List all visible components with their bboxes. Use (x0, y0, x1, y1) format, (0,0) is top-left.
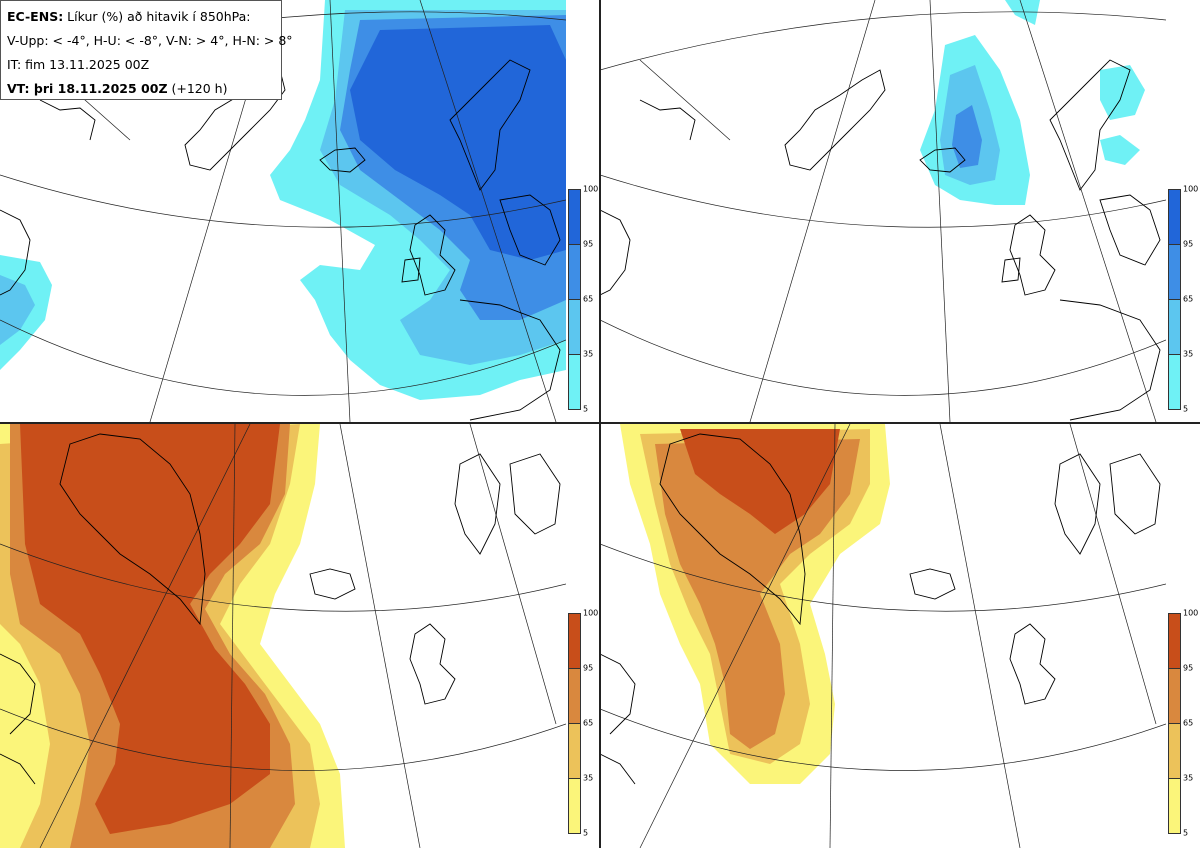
threshold-line: V-Upp: < -4°, H-U: < -8°, V-N: > 4°, H-N… (7, 33, 293, 48)
colorbar-segment (1168, 613, 1181, 669)
colorbar-segment (568, 723, 581, 779)
colorbar-tick-label: 65 (1183, 718, 1194, 728)
model-name: EC-ENS: (7, 9, 64, 24)
graticule (600, 0, 1166, 422)
valid-time: VT: þri 18.11.2025 00Z (7, 81, 168, 96)
coastlines (600, 59, 1161, 421)
colorbar-segment (568, 299, 581, 355)
colorbar-tick-label: 95 (1183, 239, 1194, 249)
graticule (600, 424, 1166, 848)
colorbar-cold-v-upp: 100 95 65 35 5 (568, 185, 598, 414)
colorbar-segment (1168, 778, 1181, 834)
title-line: EC-ENS: Líkur (%) að hitavik í 850hPa: (7, 5, 275, 29)
colorbar-tick-label: 5 (583, 404, 589, 414)
colorbar-tick-label: 95 (583, 239, 594, 249)
probability-field (620, 424, 890, 784)
colorbar-segment (568, 244, 581, 300)
init-time: IT: fim 13.11.2025 00Z (7, 57, 150, 72)
colorbar-tick-label: 95 (1183, 663, 1194, 673)
colorbar-segment (1168, 299, 1181, 355)
colorbar-tick-label: 65 (1183, 294, 1194, 304)
colorbar-segment (1168, 189, 1181, 245)
colorbar-segment (568, 354, 581, 410)
panel-divider-vertical (599, 0, 601, 848)
map-panel-h-n (600, 424, 1166, 848)
colorbar-tick-label: 65 (583, 718, 594, 728)
probability-field (0, 424, 345, 848)
coastlines (0, 59, 561, 421)
colorbar-segment (1168, 354, 1181, 410)
colorbar-segment (568, 778, 581, 834)
info-legend-box: EC-ENS: Líkur (%) að hitavik í 850hPa: V… (0, 0, 293, 101)
colorbar-tick-label: 35 (1183, 773, 1194, 783)
colorbar-tick-label: 100 (583, 184, 599, 194)
variable-description: Líkur (%) að hitavik í 850hPa: (63, 9, 251, 24)
colorbar-segment (1168, 668, 1181, 724)
map-panel-v-n (0, 424, 566, 848)
colorbar-tick-label: 65 (583, 294, 594, 304)
colorbar-segment (568, 668, 581, 724)
colorbar-warm-h-n: 100 95 65 35 5 (1168, 609, 1198, 838)
probability-field (920, 0, 1145, 205)
colorbar-cold-h-u: 100 95 65 35 5 (1168, 185, 1198, 414)
colorbar-tick-label: 5 (1183, 828, 1189, 838)
colorbar-tick-label: 5 (583, 828, 589, 838)
panel-divider-horizontal (0, 422, 1200, 424)
colorbar-tick-label: 5 (1183, 404, 1189, 414)
colorbar-segment (1168, 244, 1181, 300)
map-panel-v-upp (0, 0, 566, 422)
map-panel-h-u (600, 0, 1166, 422)
coastlines (600, 433, 1161, 785)
graticule (0, 424, 566, 848)
colorbar-tick-label: 100 (1183, 184, 1199, 194)
valid-time-line: VT: þri 18.11.2025 00Z (+120 h) (7, 77, 275, 101)
colorbar-tick-label: 35 (583, 773, 594, 783)
colorbar-segment (1168, 723, 1181, 779)
coastlines (0, 433, 561, 785)
colorbar-tick-label: 95 (583, 663, 594, 673)
colorbar-segment (568, 613, 581, 669)
probability-field-west (0, 255, 52, 370)
colorbar-tick-label: 35 (583, 349, 594, 359)
colorbar-tick-label: 100 (583, 608, 599, 618)
colorbar-tick-label: 100 (1183, 608, 1199, 618)
lead-time: (+120 h) (167, 81, 228, 96)
colorbar-segment (568, 189, 581, 245)
colorbar-tick-label: 35 (1183, 349, 1194, 359)
colorbar-warm-v-n: 100 95 65 35 5 (568, 609, 598, 838)
